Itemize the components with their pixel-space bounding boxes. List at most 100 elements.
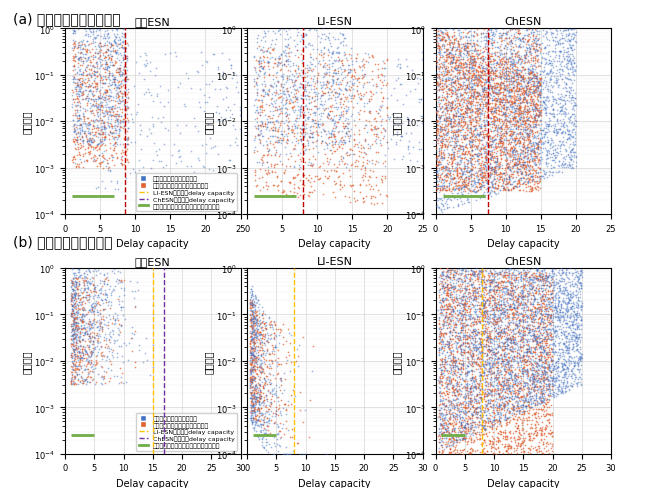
Point xyxy=(502,161,513,168)
Point xyxy=(341,42,351,50)
Point xyxy=(544,304,554,312)
Point xyxy=(311,142,321,150)
Point xyxy=(551,100,561,108)
Point xyxy=(72,95,82,102)
Point xyxy=(547,34,557,42)
Point xyxy=(469,291,480,299)
Point xyxy=(280,108,291,116)
Point xyxy=(103,30,113,38)
Point xyxy=(525,335,536,343)
Point xyxy=(447,433,457,441)
Point xyxy=(493,378,504,386)
Point xyxy=(509,57,519,64)
Point xyxy=(70,139,80,147)
Point xyxy=(339,49,349,57)
Point xyxy=(553,82,564,90)
Point xyxy=(476,55,486,63)
Point xyxy=(492,340,502,348)
Point xyxy=(518,342,528,349)
Point xyxy=(450,291,461,299)
Point xyxy=(252,304,263,312)
Point xyxy=(250,69,261,77)
Point xyxy=(499,352,509,360)
Point xyxy=(484,345,494,353)
Point xyxy=(505,346,515,353)
Point xyxy=(504,278,514,286)
Point xyxy=(115,105,125,113)
Point xyxy=(462,300,472,307)
Point xyxy=(246,414,256,422)
Point xyxy=(68,136,78,143)
Point xyxy=(543,303,554,311)
Point xyxy=(246,321,257,329)
Point xyxy=(532,428,542,436)
Point xyxy=(248,389,259,397)
Point xyxy=(99,123,109,131)
Point xyxy=(504,266,514,274)
Point xyxy=(516,100,526,108)
Point xyxy=(102,119,112,127)
Point xyxy=(465,91,476,99)
Point xyxy=(105,59,115,67)
Point xyxy=(467,280,478,288)
Point xyxy=(328,73,339,81)
Point xyxy=(194,99,204,106)
Point xyxy=(259,429,269,437)
Point xyxy=(83,279,94,287)
Point xyxy=(505,368,515,376)
Point xyxy=(440,200,450,207)
Point xyxy=(527,325,538,333)
Point xyxy=(68,309,79,317)
Point xyxy=(491,301,501,309)
Point xyxy=(495,89,506,97)
Point xyxy=(489,369,500,377)
Point xyxy=(528,323,539,331)
Point xyxy=(92,124,102,132)
Point xyxy=(473,176,484,183)
Point xyxy=(484,56,495,64)
Point xyxy=(491,306,502,314)
Point xyxy=(474,405,485,412)
Point xyxy=(486,334,497,342)
Point xyxy=(469,61,480,69)
Point xyxy=(464,333,474,341)
Point xyxy=(90,144,100,152)
Point xyxy=(537,368,547,376)
Point xyxy=(462,124,472,132)
Point xyxy=(252,97,263,104)
Point xyxy=(500,354,510,362)
Point xyxy=(530,344,540,351)
Point xyxy=(531,367,541,375)
Point xyxy=(543,272,553,280)
Point xyxy=(517,351,528,359)
Point xyxy=(318,64,328,72)
Point xyxy=(499,102,509,109)
Point xyxy=(255,392,265,400)
Point xyxy=(547,410,557,418)
Point xyxy=(119,277,129,285)
Point xyxy=(92,81,102,89)
Point xyxy=(506,170,516,178)
Point xyxy=(331,79,341,87)
Point xyxy=(508,364,518,371)
Point xyxy=(469,427,479,434)
Point xyxy=(82,47,92,55)
Point xyxy=(542,351,552,359)
Point xyxy=(499,401,510,409)
Point xyxy=(456,61,466,68)
Point xyxy=(510,305,520,313)
Point xyxy=(516,410,526,418)
Point xyxy=(554,386,564,394)
Point xyxy=(83,142,94,149)
Point xyxy=(468,72,478,80)
Point xyxy=(110,316,120,324)
Point xyxy=(252,364,262,372)
Point xyxy=(442,122,452,130)
Point xyxy=(434,81,444,89)
Point xyxy=(444,51,454,59)
Point xyxy=(564,119,574,127)
Point xyxy=(506,319,516,326)
Point xyxy=(72,134,83,142)
Point xyxy=(379,73,389,81)
Point xyxy=(450,283,460,291)
